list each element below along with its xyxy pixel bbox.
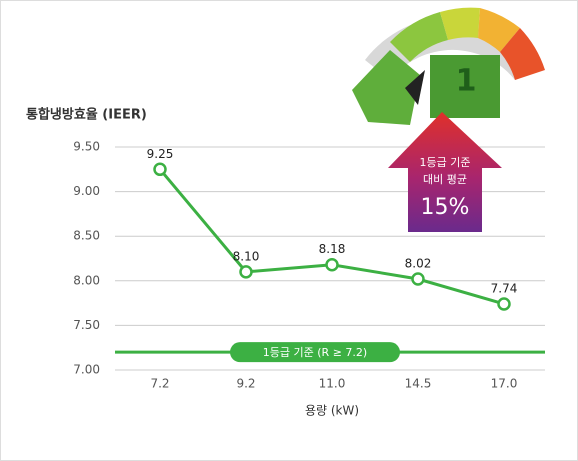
value-label: 8.10: [233, 249, 260, 263]
value-label: 8.18: [319, 242, 346, 256]
point: [327, 259, 338, 270]
point: [241, 266, 252, 277]
y-tick-label: 8.00: [73, 273, 100, 287]
y-tick-label: 8.50: [73, 229, 100, 243]
x-tick-label: 14.5: [405, 377, 432, 391]
y-tick-label: 9.00: [73, 184, 100, 198]
annotation-highlight: 15%: [421, 195, 470, 220]
gauge-label: 1: [456, 64, 477, 99]
annotation-line: 1등급 기준: [420, 156, 471, 169]
value-label: 9.25: [147, 147, 174, 161]
y-tick-label: 7.50: [73, 318, 100, 332]
y-axis-label: 통합냉방효율 (IEER): [26, 107, 147, 123]
y-tick-label: 9.50: [73, 140, 100, 154]
value-label: 8.02: [405, 257, 432, 271]
x-tick-label: 7.2: [150, 377, 169, 391]
point: [499, 298, 510, 309]
x-axis-label: 용량 (kW): [305, 404, 359, 418]
point: [155, 164, 166, 175]
annotation-line: 대비 평균: [423, 173, 467, 186]
x-tick-label: 9.2: [236, 377, 255, 391]
reference-label: 1등급 기준 (R ≥ 7.2): [263, 346, 367, 359]
y-tick-label: 7.00: [73, 363, 100, 377]
x-tick-label: 11.0: [319, 377, 346, 391]
chart: 1 1등급 기준 대비 평균 15% 통합냉방효율 (IEER) 용량 (kW)…: [0, 0, 578, 461]
point: [413, 274, 424, 285]
x-tick-label: 17.0: [491, 377, 518, 391]
value-label: 7.74: [491, 281, 518, 295]
